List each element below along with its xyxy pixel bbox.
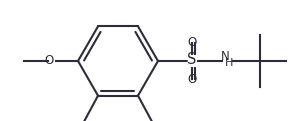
- Text: O: O: [187, 73, 197, 86]
- Text: S: S: [187, 53, 197, 68]
- Text: N: N: [221, 50, 230, 64]
- Text: H: H: [225, 58, 233, 68]
- Text: O: O: [187, 36, 197, 49]
- Text: O: O: [45, 54, 54, 68]
